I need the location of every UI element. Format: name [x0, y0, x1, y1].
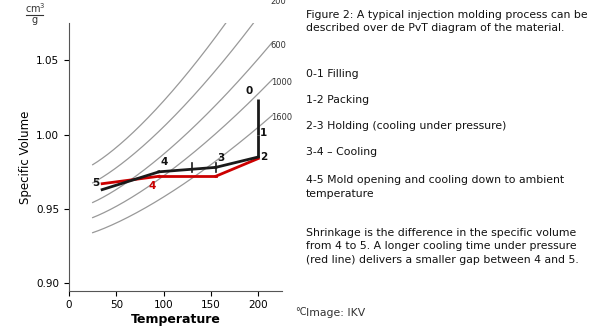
- Text: g: g: [32, 15, 38, 25]
- Text: °C: °C: [295, 307, 306, 317]
- Text: 3: 3: [218, 153, 225, 163]
- Text: 1000: 1000: [271, 77, 292, 87]
- X-axis label: Temperature: Temperature: [131, 313, 220, 326]
- Text: 2-3 Holding (cooling under pressure): 2-3 Holding (cooling under pressure): [306, 121, 506, 131]
- Text: 0: 0: [245, 86, 253, 96]
- Text: Figure 2: A typical injection molding process can be
described over de PvT diagr: Figure 2: A typical injection molding pr…: [306, 10, 588, 33]
- Text: 1-2 Packing: 1-2 Packing: [306, 95, 369, 105]
- Text: 5: 5: [92, 178, 99, 188]
- Text: 1600: 1600: [271, 113, 292, 122]
- Text: 2: 2: [260, 152, 268, 162]
- Text: 1: 1: [260, 128, 268, 138]
- Text: 600: 600: [271, 41, 287, 50]
- Y-axis label: Specific Volume: Specific Volume: [19, 110, 32, 204]
- Text: 0-1 Filling: 0-1 Filling: [306, 69, 359, 79]
- Text: Image: IKV: Image: IKV: [306, 308, 365, 318]
- Text: cm$^3$: cm$^3$: [25, 2, 45, 15]
- Text: Shrinkage is the difference in the specific volume
from 4 to 5. A longer cooling: Shrinkage is the difference in the speci…: [306, 227, 579, 265]
- Text: 4: 4: [161, 157, 168, 167]
- Text: 3-4 – Cooling: 3-4 – Cooling: [306, 147, 377, 157]
- Text: 4: 4: [149, 181, 156, 191]
- Text: 200: 200: [271, 0, 286, 6]
- Text: 4-5 Mold opening and cooling down to ambient
temperature: 4-5 Mold opening and cooling down to amb…: [306, 175, 564, 199]
